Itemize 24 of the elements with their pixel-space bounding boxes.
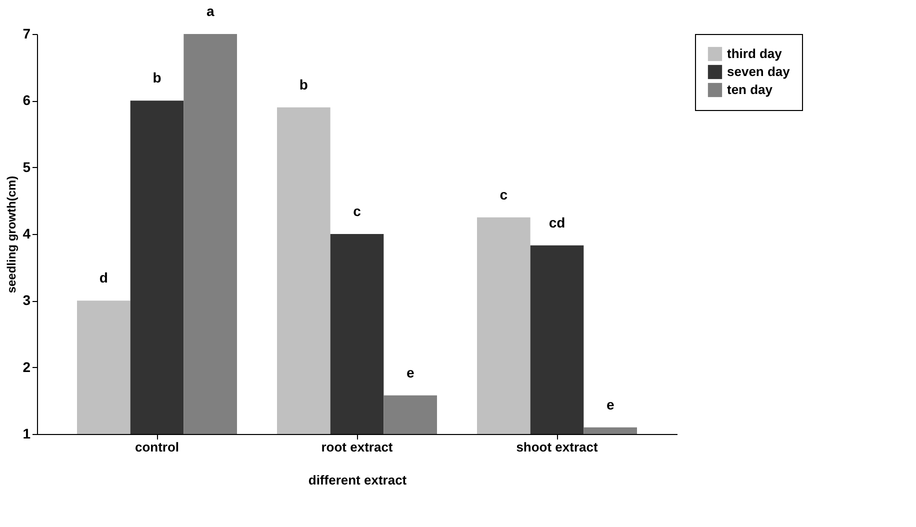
data-label: cd: [548, 214, 566, 230]
x-tick-label: control: [134, 440, 180, 454]
y-tick-label: 4: [22, 226, 31, 242]
y-tick-label: 3: [22, 292, 31, 308]
data-label: a: [206, 3, 214, 19]
y-tick-label: 7: [22, 26, 31, 42]
y-axis-title: seedling growth(cm): [4, 176, 19, 294]
data-label: c: [500, 186, 508, 202]
data-label: e: [406, 364, 414, 380]
y-tick-label: 1: [22, 426, 31, 442]
data-label: c: [353, 203, 362, 219]
legend-label: third day: [727, 46, 783, 61]
data-label: d: [99, 270, 108, 286]
data-label: b: [299, 76, 308, 92]
x-axis-title: different extract: [308, 472, 408, 488]
y-tick-label: 2: [22, 358, 31, 375]
y-tick-label: 6: [22, 92, 31, 108]
data-label: b: [152, 70, 162, 86]
x-tick-label: shoot extract: [516, 440, 598, 454]
legend-label: seven day: [727, 64, 791, 79]
y-tick-label: 5: [22, 158, 31, 175]
x-tick-label: root extract: [321, 440, 394, 454]
legend-label: ten day: [727, 82, 774, 97]
data-label: e: [606, 396, 614, 412]
